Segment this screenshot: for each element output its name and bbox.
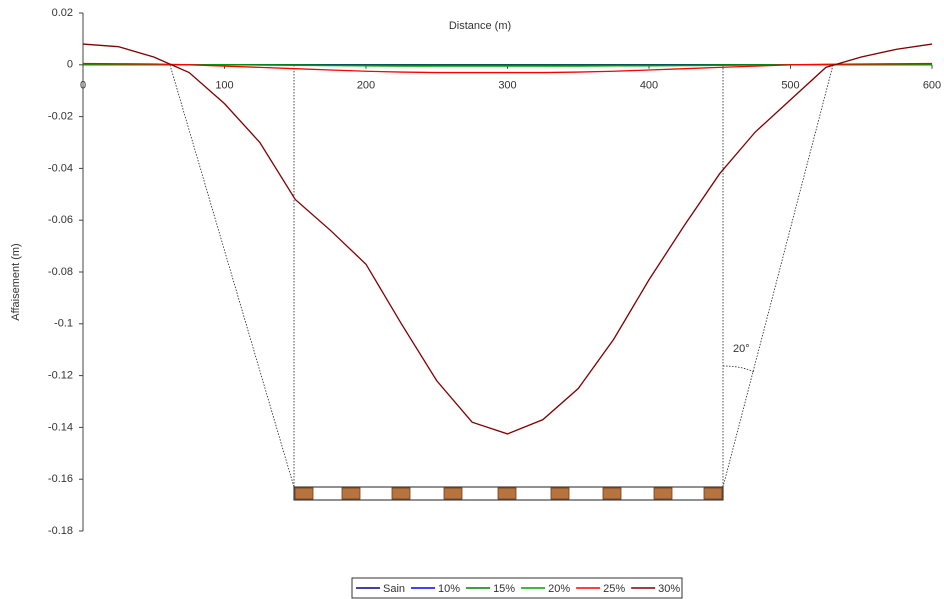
x-tick-label: 0 (80, 80, 86, 92)
series-line (82, 43, 933, 435)
x-tick-label: 200 (357, 80, 375, 92)
x-tick-label: 600 (923, 80, 941, 92)
x-tick-label: 300 (498, 80, 516, 92)
x-tick-label: 100 (215, 80, 233, 92)
y-tick-label: -0.08 (48, 266, 73, 278)
x-tick-label: 400 (640, 80, 658, 92)
legend-box (351, 577, 683, 599)
y-axis-title: Affaisement (m) (10, 243, 22, 320)
x-tick-label: 500 (781, 80, 799, 92)
legend-label: 20% (548, 583, 570, 595)
y-tick-label: -0.1 (54, 318, 73, 330)
y-tick-label: 0 (67, 59, 73, 71)
series-line (82, 62, 933, 74)
legend-label: 25% (603, 583, 625, 595)
y-tick-label: -0.18 (48, 525, 73, 537)
angle-annotation: 20° (733, 343, 750, 355)
legend-label: 10% (438, 583, 460, 595)
legend-label: 30% (658, 583, 680, 595)
tunnel-diagram (169, 64, 834, 501)
y-tick-label: -0.02 (48, 111, 73, 123)
legend-label: Sain (383, 583, 405, 595)
y-tick-label: -0.04 (48, 162, 73, 174)
legend-label: 15% (493, 583, 515, 595)
y-tick-label: 0.02 (52, 7, 73, 19)
y-tick-label: -0.16 (48, 473, 73, 485)
y-tick-label: -0.14 (48, 421, 73, 433)
y-tick-label: -0.12 (48, 370, 73, 382)
y-tick-label: -0.06 (48, 214, 73, 226)
x-axis-title: Distance (m) (449, 20, 511, 32)
